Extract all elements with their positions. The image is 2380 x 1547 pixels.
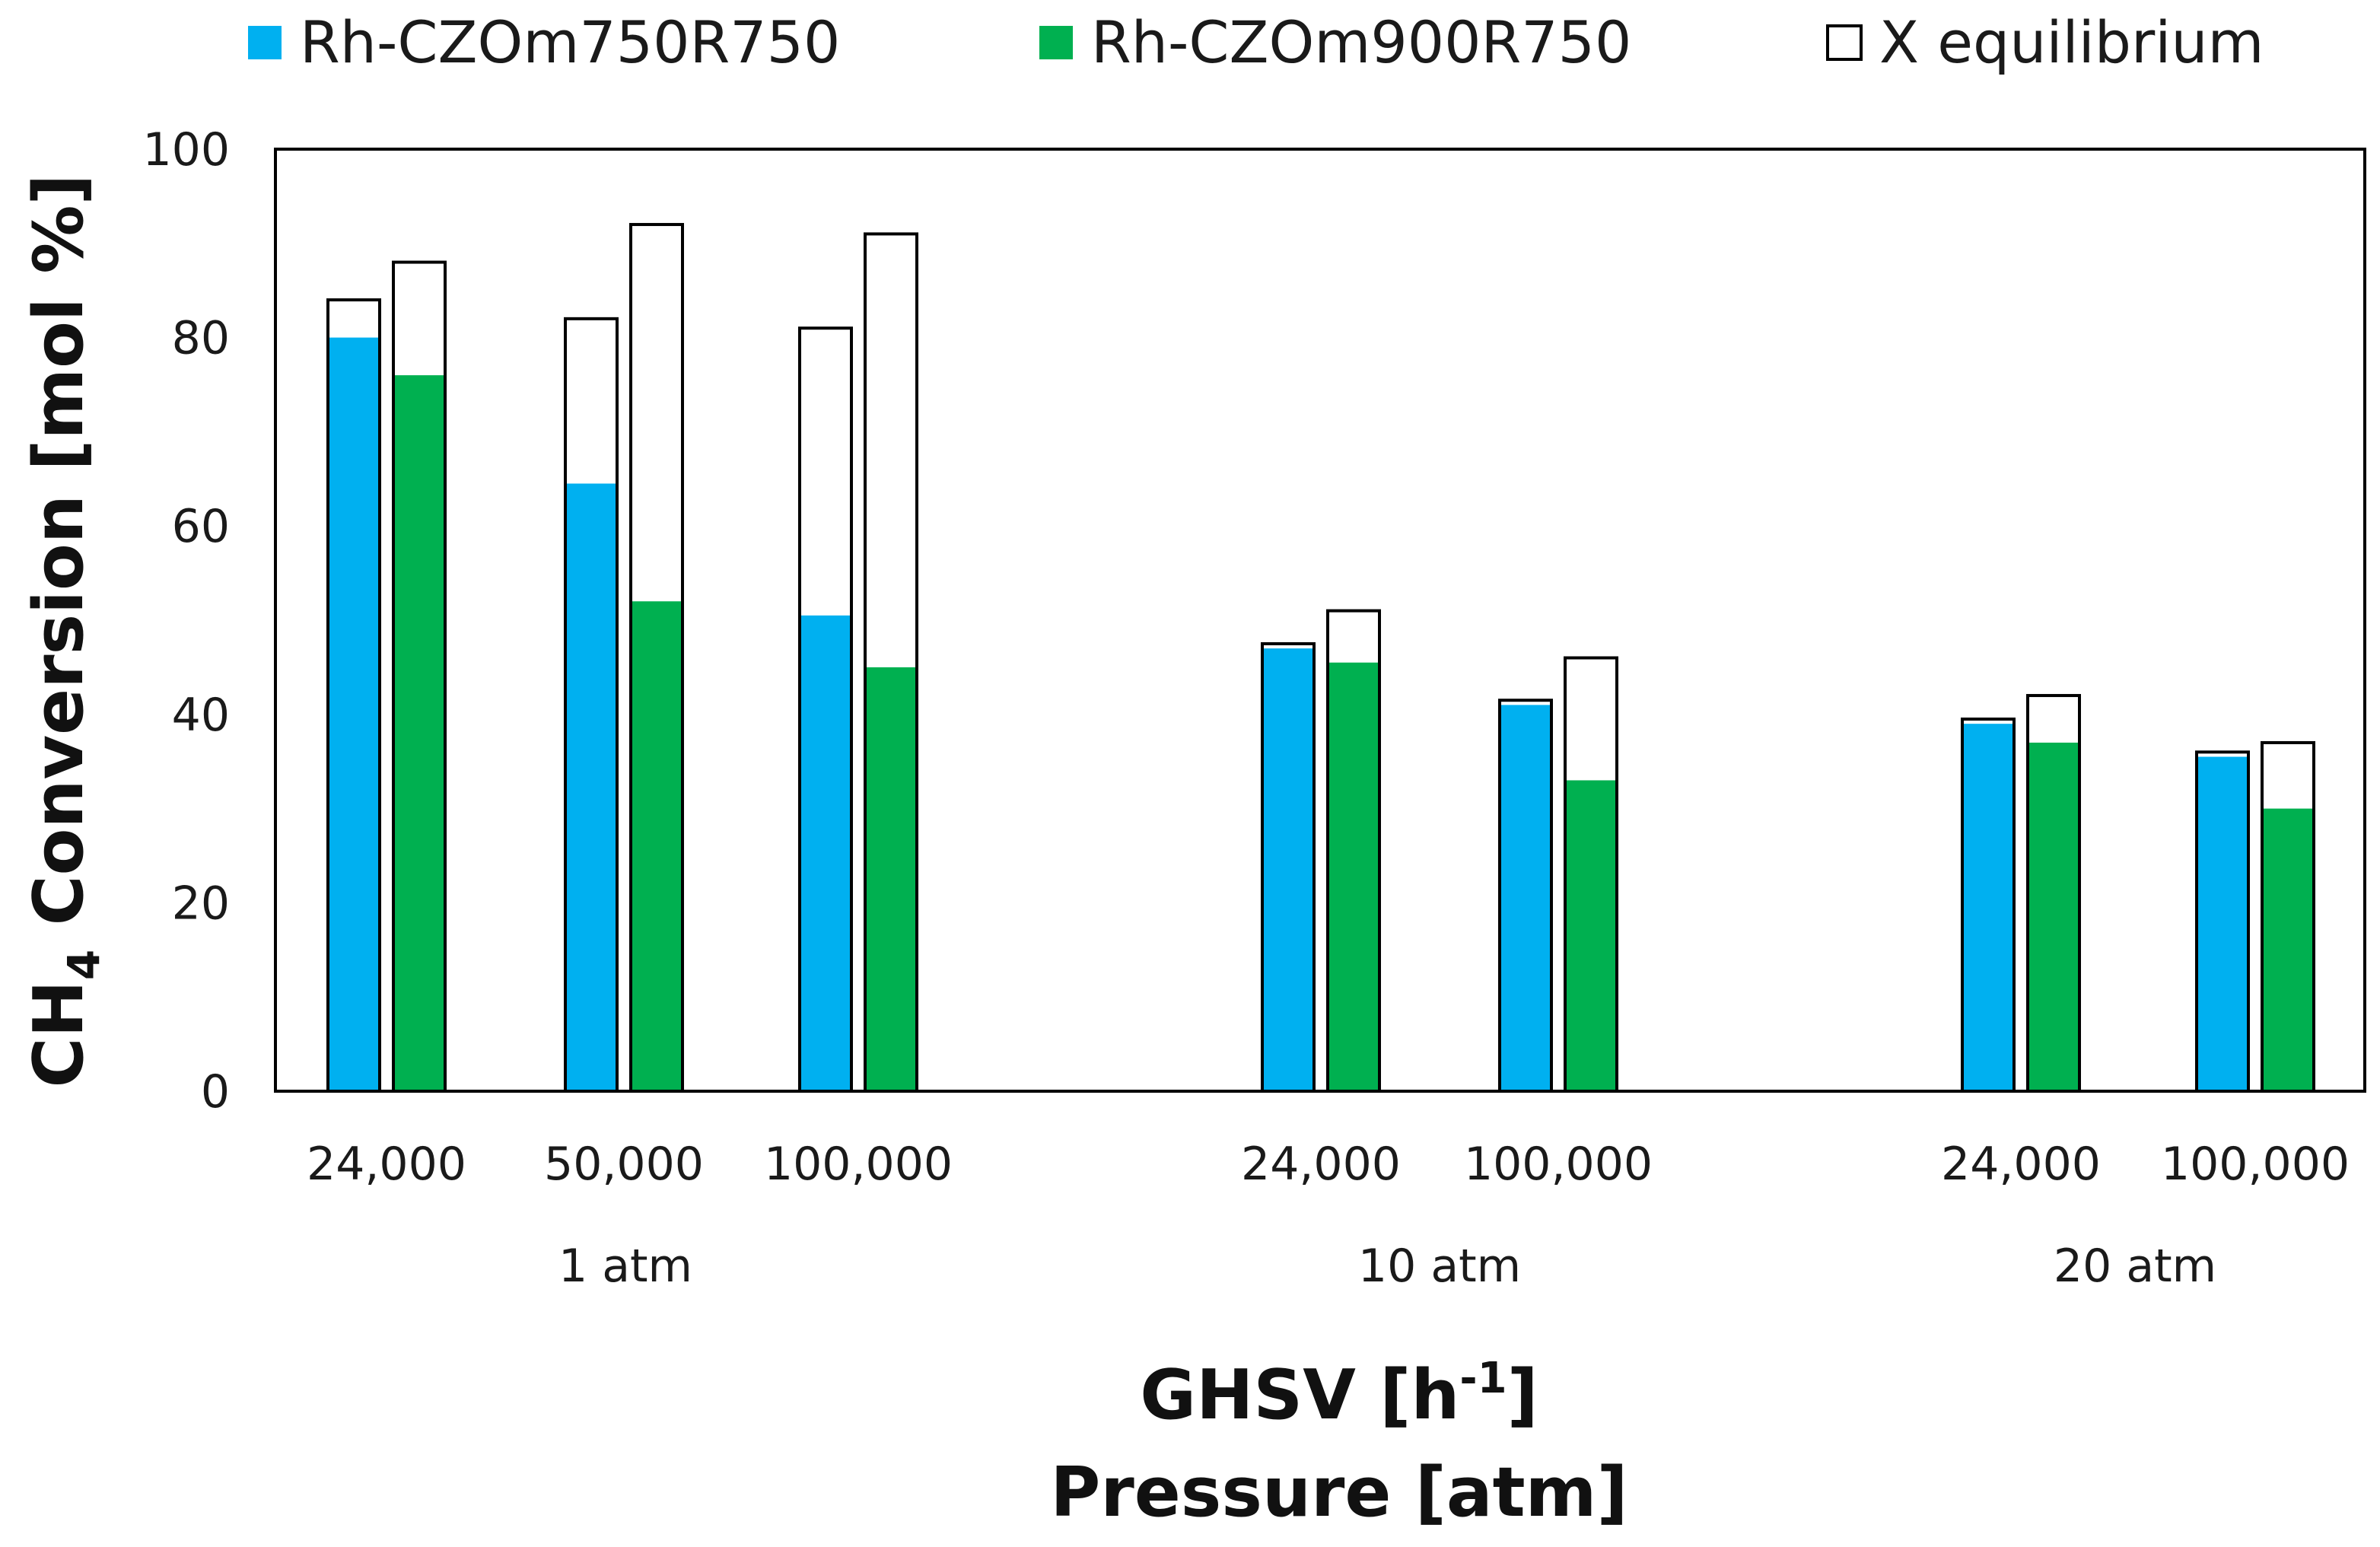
legend-swatch-equilibrium xyxy=(1826,24,1863,61)
y-tick-label: 40 xyxy=(172,689,230,742)
series1-bar xyxy=(1964,724,2013,1091)
x-tick-label: 100,000 xyxy=(764,1138,953,1191)
legend-label-equilibrium: X equilibrium xyxy=(1879,8,2264,76)
series1-bar xyxy=(801,615,850,1091)
series1-bar xyxy=(1501,705,1550,1091)
y-tick-label: 100 xyxy=(142,123,230,177)
pressure-group-label: 20 atm xyxy=(2054,1240,2216,1293)
series1-bar xyxy=(329,337,378,1092)
y-tick-label: 60 xyxy=(172,500,230,553)
x-tick-label: 24,000 xyxy=(307,1138,466,1191)
x-axis-title-ghsv: GHSV [h-1] xyxy=(1140,1354,1538,1435)
x-tick-label: 24,000 xyxy=(1941,1138,2101,1191)
series2-bar xyxy=(867,667,915,1091)
x-axis: 24,000 50,000 100,000 1 atm 24,000 100,000 10 … xyxy=(307,1138,2350,1293)
y-axis: 0 20 40 60 80 100 xyxy=(142,123,230,1119)
series1-bar xyxy=(567,483,616,1091)
x-tick-label: 24,000 xyxy=(1241,1138,1401,1191)
x-tick-label: 100,000 xyxy=(1464,1138,1653,1191)
series1-bar xyxy=(1264,648,1312,1091)
y-tick-label: 80 xyxy=(172,312,230,365)
series2-bar xyxy=(1329,662,1378,1091)
y-axis-title: CH4 Conversion [mol %] xyxy=(19,173,110,1087)
series2-bar xyxy=(2264,808,2312,1091)
y-tick-label: 0 xyxy=(201,1065,230,1119)
x-axis-title-pressure: Pressure [atm] xyxy=(1050,1453,1628,1533)
x-tick-label: 100,000 xyxy=(2161,1138,2350,1191)
y-tick-label: 20 xyxy=(172,877,230,930)
pressure-group-label: 1 atm xyxy=(558,1240,692,1293)
legend-label-series2: Rh-CZOm900R750 xyxy=(1091,8,1631,76)
pressure-group-label: 10 atm xyxy=(1358,1240,1521,1293)
series2-bar xyxy=(2029,742,2078,1091)
legend-swatch-series2 xyxy=(1039,26,1073,59)
series2-bar xyxy=(395,375,444,1091)
series2-bar xyxy=(632,601,681,1091)
x-tick-label: 50,000 xyxy=(544,1138,704,1191)
legend: Rh-CZOm750R750 Rh-CZOm900R750 X equilibriu… xyxy=(248,8,2264,76)
legend-label-series1: Rh-CZOm750R750 xyxy=(300,8,840,76)
series2-bar xyxy=(1567,780,1615,1091)
legend-swatch-series1 xyxy=(248,26,282,59)
plot-area-frame xyxy=(274,148,2366,1093)
bars-layer xyxy=(326,223,2315,1093)
series1-bar xyxy=(2198,756,2247,1091)
